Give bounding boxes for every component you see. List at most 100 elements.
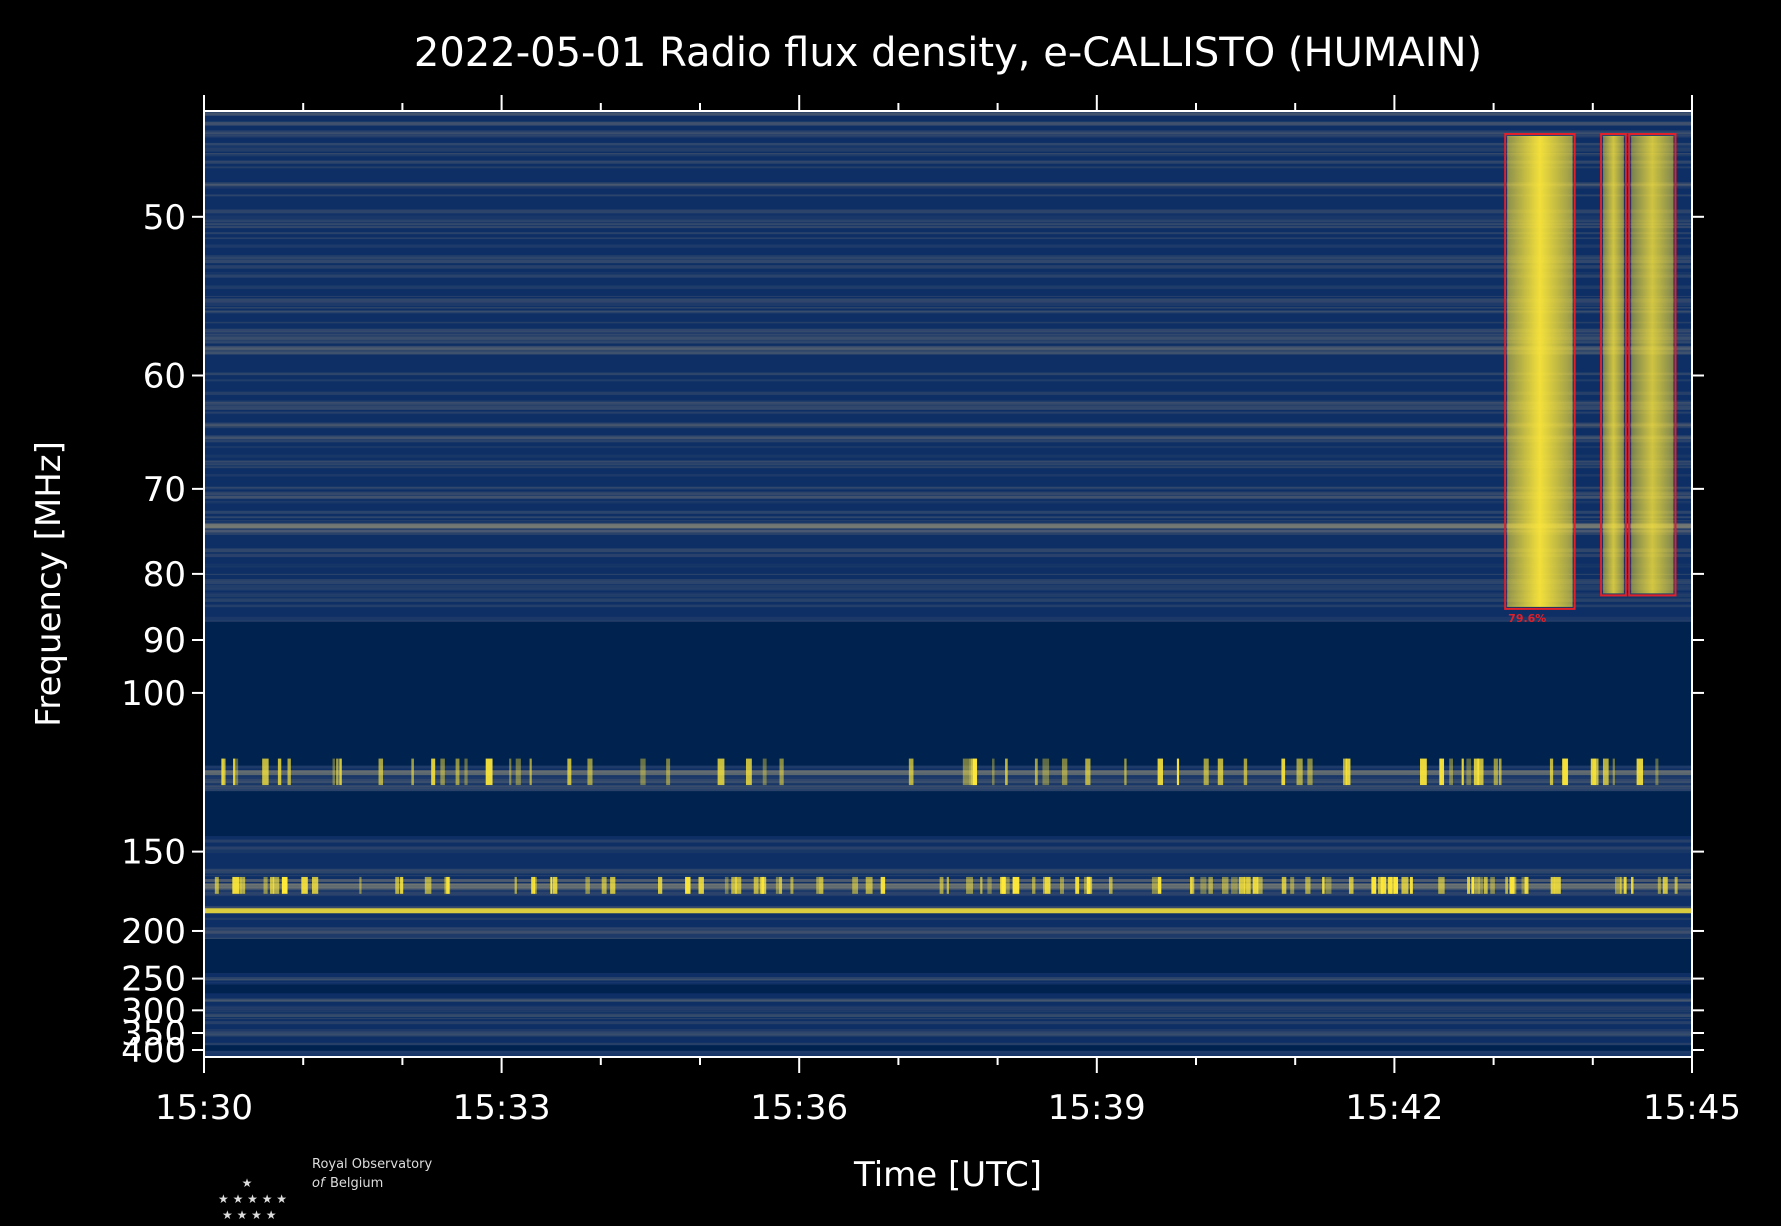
- y-tick-label: 150: [121, 833, 186, 873]
- streak-120mhz: [1655, 758, 1659, 786]
- spectral-bands: [204, 111, 1692, 1056]
- streak-168mhz: [987, 876, 992, 894]
- texture-band: [204, 302, 1692, 306]
- streak-120mhz: [1477, 758, 1484, 786]
- streak-120mhz: [779, 758, 784, 786]
- texture-band: [204, 765, 1692, 769]
- texture-band: [204, 839, 1692, 843]
- texture-band: [204, 1034, 1692, 1037]
- streak-120mhz: [1343, 758, 1347, 786]
- svg-text:★ ★ ★ ★ ★: ★ ★ ★ ★ ★: [218, 1192, 287, 1206]
- streak-120mhz: [287, 758, 291, 786]
- texture-band: [204, 500, 1692, 503]
- texture-band: [204, 788, 1692, 792]
- streak-120mhz: [1243, 758, 1248, 786]
- streak-120mhz: [1449, 758, 1453, 786]
- texture-band: [204, 121, 1692, 126]
- texture-band: [204, 209, 1692, 214]
- texture-band: [204, 321, 1692, 324]
- texture-band: [204, 336, 1692, 340]
- streak-120mhz: [411, 758, 414, 786]
- chart-title: 2022-05-01 Radio flux density, e-CALLIST…: [414, 30, 1482, 76]
- streak-120mhz: [972, 758, 978, 786]
- texture-band: [204, 1052, 1692, 1054]
- texture-band: [204, 160, 1692, 164]
- streak-168mhz: [816, 876, 824, 894]
- streak-168mhz: [239, 876, 242, 894]
- texture-band: [204, 563, 1692, 567]
- texture-band: [204, 998, 1692, 1002]
- streak-120mhz: [455, 758, 460, 786]
- streak-168mhz: [1377, 876, 1384, 894]
- streak-168mhz: [585, 876, 590, 894]
- texture-band: [204, 423, 1692, 426]
- blank-band: [204, 1045, 1692, 1051]
- texture-band: [204, 221, 1692, 225]
- streak-168mhz: [1550, 876, 1555, 894]
- texture-band: [204, 259, 1692, 264]
- streak-168mhz: [1157, 876, 1162, 894]
- streak-120mhz: [332, 758, 336, 786]
- streak-120mhz: [1034, 758, 1038, 786]
- texture-band: [204, 299, 1692, 303]
- y-tick-label: 100: [121, 674, 186, 714]
- logo-line2-italic: of: [312, 1176, 327, 1191]
- texture-band: [204, 530, 1692, 534]
- streak-168mhz: [1208, 876, 1213, 894]
- texture-band: [204, 120, 1692, 123]
- streak-168mhz: [1305, 876, 1311, 894]
- streak-120mhz: [1473, 758, 1480, 786]
- texture-band: [204, 112, 1692, 117]
- streak-168mhz: [1393, 876, 1399, 894]
- texture-band: [204, 1042, 1692, 1046]
- streak-168mhz: [1060, 876, 1064, 894]
- texture-band: [204, 581, 1692, 585]
- texture-band: [204, 927, 1692, 931]
- streak-168mhz: [400, 876, 404, 894]
- texture-band: [204, 874, 1692, 877]
- streak-120mhz: [464, 758, 468, 786]
- texture-band: [204, 495, 1692, 499]
- texture-band: [204, 492, 1692, 496]
- streak-120mhz: [1345, 758, 1351, 786]
- streak-168mhz: [601, 876, 607, 894]
- texture-band: [204, 350, 1692, 355]
- texture-band: [204, 244, 1692, 248]
- streak-120mhz: [529, 758, 532, 786]
- streak-168mhz: [759, 876, 767, 894]
- texture-band: [204, 510, 1692, 514]
- texture-band: [204, 604, 1692, 608]
- streak-168mhz: [966, 876, 974, 894]
- texture-band: [204, 274, 1692, 278]
- texture-band: [204, 184, 1692, 189]
- texture-band: [204, 1007, 1692, 1011]
- streak-168mhz: [1674, 876, 1678, 894]
- texture-band: [204, 870, 1692, 872]
- texture-band: [204, 348, 1692, 351]
- streak-120mhz: [969, 758, 974, 786]
- texture-band: [204, 933, 1692, 938]
- texture-band: [204, 152, 1692, 155]
- texture-band: [204, 425, 1692, 427]
- texture-band: [204, 213, 1692, 215]
- streak-168mhz: [1623, 876, 1627, 894]
- detection-box-2: [1600, 133, 1627, 597]
- streak-168mhz: [1348, 876, 1354, 894]
- texture-band: [204, 295, 1692, 298]
- texture-band: [204, 130, 1692, 135]
- detection-label-1: 79.6%: [1508, 612, 1546, 625]
- streak-168mhz: [1325, 876, 1332, 894]
- texture-band: [204, 160, 1692, 163]
- texture-band: [204, 579, 1692, 582]
- streak-168mhz: [1189, 876, 1195, 894]
- texture-band: [204, 460, 1692, 463]
- streak-168mhz: [1044, 876, 1051, 894]
- band-120mhz: [204, 770, 1692, 776]
- texture-band: [204, 551, 1692, 553]
- texture-band: [204, 182, 1692, 186]
- texture-band: [204, 298, 1692, 300]
- streak-168mhz: [1619, 876, 1623, 894]
- texture-band: [204, 516, 1692, 519]
- streak-120mhz: [277, 758, 282, 786]
